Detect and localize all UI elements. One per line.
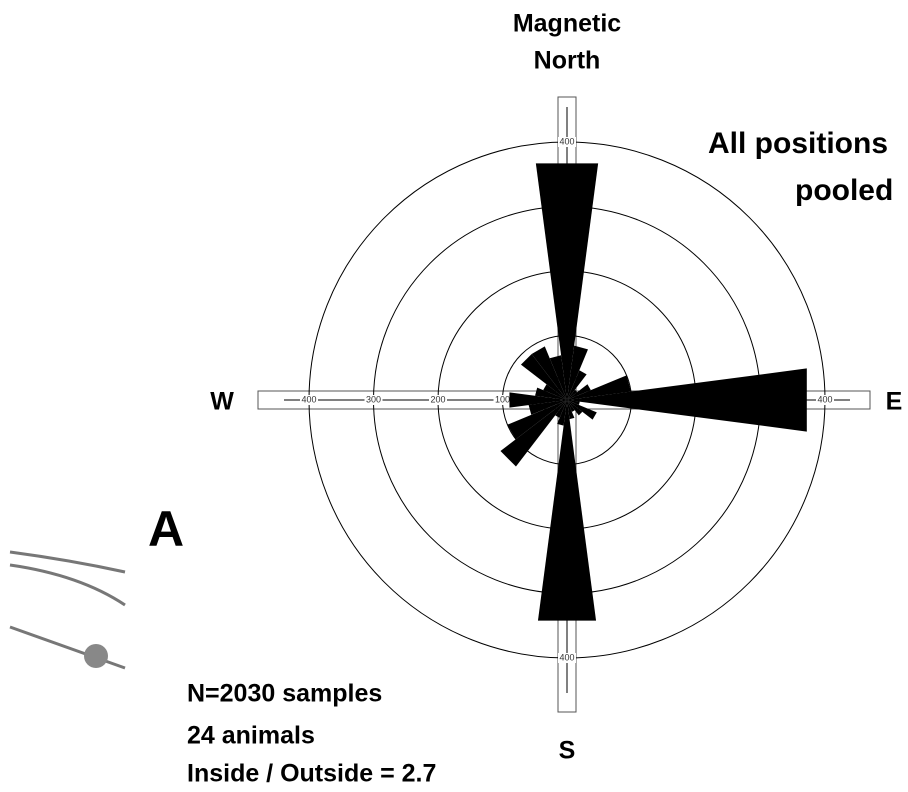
- decor-line: [9, 550, 126, 574]
- plot: 100100200200300300400400400400: [284, 107, 850, 693]
- wedge: [500, 400, 567, 467]
- wedge: [567, 345, 588, 400]
- wedge: [535, 387, 567, 400]
- wedge: [549, 355, 567, 400]
- stats: N=2030 samples: [187, 680, 382, 708]
- panel-label: A: [148, 501, 184, 557]
- tick-label-bg: [364, 395, 383, 405]
- decor-line: [9, 625, 126, 670]
- wedge: [537, 400, 597, 621]
- tick-label-bg: [300, 395, 318, 405]
- wedge: [567, 400, 583, 416]
- annotation: pooled: [795, 174, 893, 207]
- annotation: All positions: [708, 127, 888, 160]
- wedge: [557, 400, 567, 426]
- tick-label-bg: [493, 395, 512, 405]
- decoration: [9, 550, 126, 670]
- wedge: [567, 384, 591, 400]
- wedge: [567, 400, 580, 405]
- decor-dot: [84, 644, 108, 668]
- wedge: [567, 389, 578, 400]
- r-tick-label: 400: [559, 136, 574, 146]
- wedge: [567, 368, 807, 432]
- wedge: [567, 400, 597, 420]
- r-tick-label: 200: [430, 394, 445, 404]
- wedge: [567, 375, 631, 400]
- wedge: [535, 163, 599, 400]
- stats: Inside / Outside = 2.7: [187, 760, 436, 788]
- wedge: [509, 392, 567, 408]
- wedge: [507, 400, 567, 440]
- direction-label: W: [210, 388, 234, 416]
- north-label: Magnetic: [513, 10, 621, 38]
- r-tick-label: 400: [559, 652, 574, 662]
- r-tick-label: 400: [301, 394, 316, 404]
- decor-line: [9, 563, 126, 607]
- tick-label-bg: [558, 137, 576, 147]
- north-label: North: [534, 47, 601, 75]
- wedge: [567, 370, 587, 400]
- r-tick-label: 100: [495, 394, 510, 404]
- tick-label-bg: [429, 395, 447, 405]
- wedge: [528, 400, 567, 415]
- wedge: [520, 353, 567, 400]
- wedge: [555, 400, 567, 418]
- wedge: [567, 400, 575, 412]
- wedge: [543, 384, 567, 400]
- r-tick-label: 300: [366, 394, 381, 404]
- tick-label-bg: [816, 395, 834, 405]
- direction-label: E: [886, 388, 903, 416]
- direction-label: S: [559, 737, 576, 765]
- stats: 24 animals: [187, 722, 315, 750]
- r-tick-label: 400: [817, 394, 832, 404]
- wedge: [531, 346, 567, 400]
- wedge: [567, 400, 575, 420]
- tick-label-bg: [558, 653, 576, 663]
